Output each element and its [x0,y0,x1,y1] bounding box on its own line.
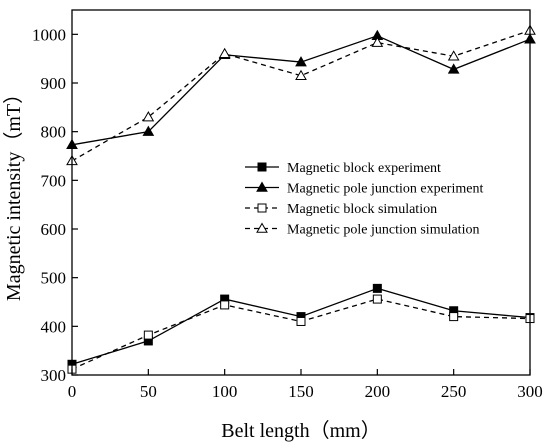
y-tick-label: 300 [41,366,67,385]
data-point [142,111,155,122]
data-point [449,312,459,322]
data-point [295,69,307,80]
legend: Magnetic block experiment Magnetic pole j… [245,161,483,238]
axes: 0 50 100 150 200 250 300 300 400 500 600 700 800 900 1… [32,9,543,401]
data-point [371,36,384,47]
legend-label: Magnetic pole junction simulation [287,223,479,238]
x-tick-label: 200 [365,382,391,401]
data-point [372,294,382,304]
y-tick-label: 1000 [32,25,66,44]
y-tick-label: 700 [41,171,67,190]
y-tick-label: 500 [41,269,67,288]
data-point [218,47,231,59]
legend-marker [257,162,267,172]
plot-area [66,24,536,374]
series-line-1 [71,287,531,365]
legend-label: Magnetic block simulation [287,202,437,217]
y-tick-label: 800 [41,123,67,142]
x-tick-label: 50 [140,382,157,401]
x-tick-label: 150 [288,382,314,401]
x-tick-label: 250 [441,382,467,401]
series-line-2 [71,35,531,146]
y-tick-label: 600 [41,220,67,239]
series-line-3 [71,298,531,370]
x-tick-label: 0 [68,382,77,401]
x-tick-label: 100 [212,382,238,401]
legend-label: Magnetic block experiment [287,161,441,176]
x-axis-title: Belt length（mm） [221,419,380,442]
data-point [295,56,307,67]
series-line-4 [71,29,531,162]
legend-marker [257,203,267,213]
legend-marker [256,181,268,192]
y-tick-label: 900 [41,74,67,93]
data-point [142,125,155,136]
legend-marker [256,222,268,233]
data-point [372,283,382,293]
y-tick-label: 400 [41,317,67,336]
x-tick-label: 300 [517,382,543,401]
y-axis-title: Magnetic intensity（mT） [2,84,25,301]
data-point [296,316,306,326]
data-point [447,50,460,61]
data-point [143,330,153,340]
data-point [220,300,230,310]
legend-label: Magnetic pole junction experiment [287,182,483,197]
data-point [447,63,460,74]
